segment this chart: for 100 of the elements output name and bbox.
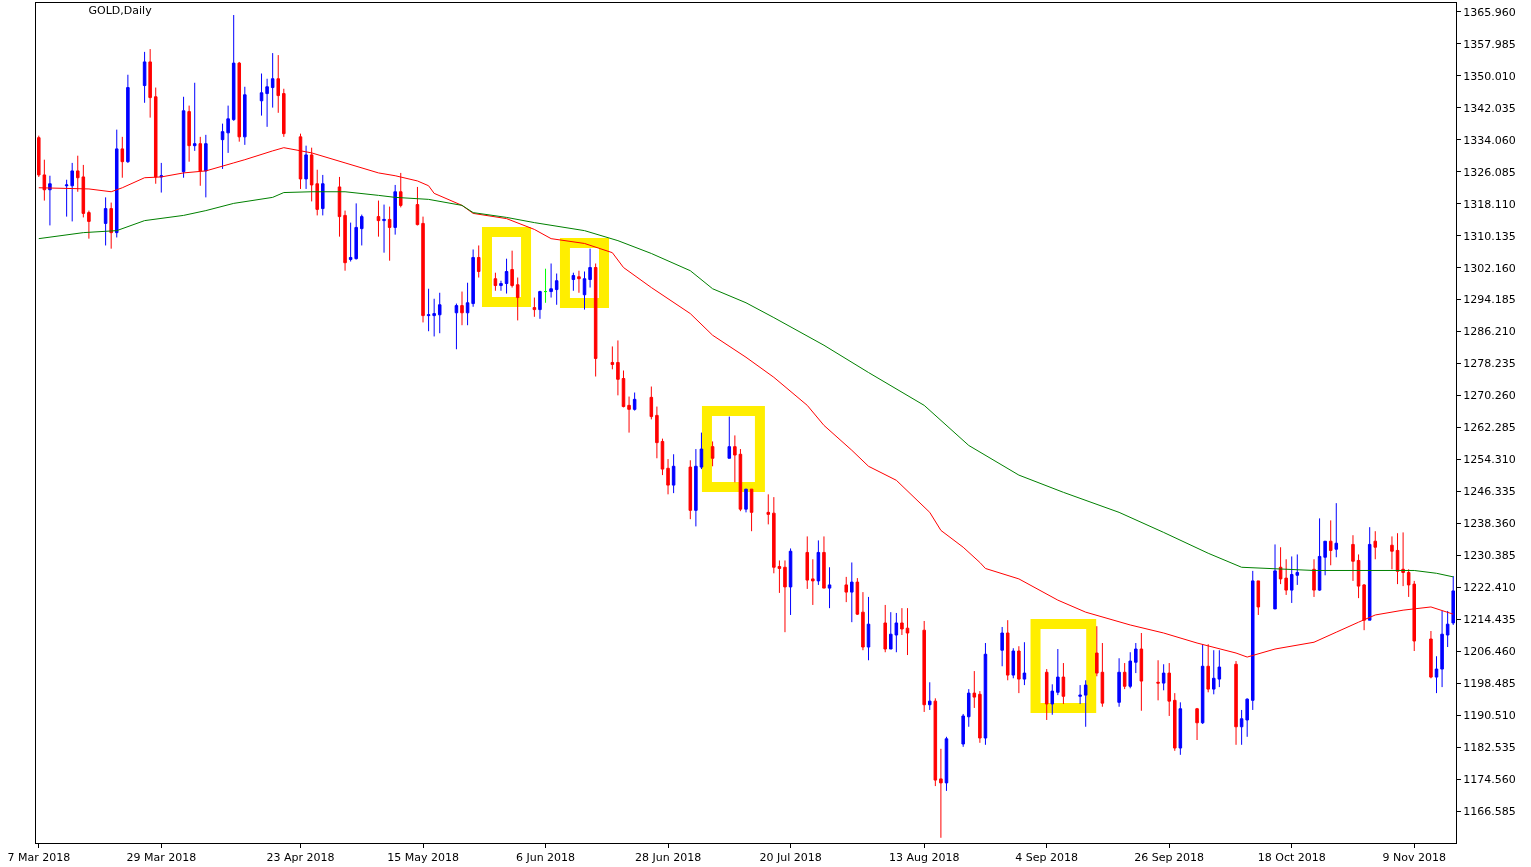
- candlestick: [515, 277, 520, 321]
- line-series: [38, 191, 1454, 578]
- candlestick: [632, 392, 637, 412]
- candlestick: [972, 670, 977, 709]
- candlestick: [928, 681, 932, 711]
- y-tick-label: 1182.535: [1463, 740, 1516, 754]
- candlestick: [827, 566, 832, 609]
- candlestick: [343, 210, 347, 272]
- y-tick-label: 1246.335: [1463, 485, 1516, 499]
- y-tick-label: 1262.285: [1463, 421, 1516, 435]
- candlestick: [393, 184, 397, 236]
- candlestick: [588, 248, 592, 289]
- x-tick-label: 29 Mar 2018: [126, 851, 197, 865]
- candlestick: [159, 162, 164, 194]
- candlestick: [1451, 575, 1455, 626]
- candlestick: [1078, 684, 1082, 705]
- candlestick: [593, 263, 598, 378]
- candlestick: [1273, 543, 1277, 610]
- candlestick: [220, 123, 225, 170]
- y-tick-label: 1302.160: [1463, 261, 1516, 275]
- candlestick: [1061, 662, 1066, 705]
- candlestick: [87, 210, 91, 240]
- x-tick-label: 15 May 2018: [387, 851, 459, 865]
- candlestick: [532, 297, 537, 318]
- candlestick: [265, 78, 269, 128]
- candlestick: [1056, 648, 1060, 696]
- candlestick: [571, 272, 576, 292]
- candlestick: [1256, 580, 1261, 616]
- candlestick: [1362, 583, 1366, 631]
- candlestick: [1395, 532, 1400, 585]
- candlestick: [270, 52, 275, 109]
- candlestick: [543, 268, 548, 304]
- x-tick-label: 28 Jun 2018: [634, 851, 702, 865]
- y-tick-label: 1214.435: [1463, 613, 1516, 627]
- x-tick-label: 23 Apr 2018: [266, 851, 335, 865]
- candlestick: [259, 73, 264, 117]
- candlestick: [204, 134, 208, 198]
- candlestick: [538, 290, 542, 320]
- x-tick-label: 20 Jul 2018: [759, 851, 822, 865]
- y-tick-label: 1310.135: [1463, 229, 1516, 243]
- chart-title: GOLD,Daily: [88, 3, 153, 17]
- candlestick: [966, 688, 971, 728]
- candlestick: [504, 258, 509, 295]
- candlestick: [237, 61, 242, 143]
- candlestick: [460, 291, 464, 326]
- candlestick: [939, 748, 943, 839]
- candlestick: [282, 88, 286, 138]
- candlestick: [766, 493, 771, 525]
- candlestick: [866, 596, 871, 661]
- candlestick: [437, 292, 442, 334]
- candlestick: [582, 271, 587, 311]
- candlestick: [142, 51, 147, 104]
- candlestick: [1122, 662, 1127, 690]
- candlestick: [1005, 619, 1010, 681]
- candlestick: [811, 558, 815, 606]
- candlestick: [861, 591, 865, 651]
- candlestick: [922, 620, 926, 713]
- candlestick: [382, 204, 386, 254]
- y-tick-label: 1318.110: [1463, 197, 1516, 211]
- candlestick: [822, 535, 826, 589]
- candlestick: [1351, 534, 1355, 582]
- candlestick: [499, 280, 503, 292]
- y-tick-label: 1342.035: [1463, 101, 1516, 115]
- y-tick-label: 1286.210: [1463, 325, 1516, 339]
- candlestick: [1200, 643, 1205, 725]
- candlestick: [398, 172, 403, 208]
- candlestick: [360, 214, 364, 246]
- y-tick-label: 1357.985: [1463, 37, 1516, 51]
- candlestick: [476, 244, 481, 279]
- candlestick: [1178, 701, 1183, 756]
- candlestick: [1234, 660, 1238, 746]
- candlestick: [1312, 558, 1316, 598]
- candlestick: [1356, 553, 1361, 599]
- candlestick: [1050, 683, 1055, 716]
- candlestick: [1373, 530, 1378, 560]
- candlestick: [850, 561, 854, 623]
- y-tick-label: 1326.085: [1463, 165, 1516, 179]
- candlestick: [1083, 679, 1088, 728]
- candlestick: [109, 202, 113, 250]
- candlestick: [1440, 610, 1444, 688]
- y-tick-label: 1190.510: [1463, 708, 1516, 722]
- x-tick-label: 6 Jun 2018: [515, 851, 576, 865]
- candlestick: [48, 175, 52, 226]
- candlestick: [883, 604, 887, 653]
- candlestick: [816, 539, 821, 586]
- candlestick: [788, 547, 793, 616]
- candlestick: [510, 250, 514, 289]
- y-tick-label: 1206.460: [1463, 645, 1516, 659]
- candlestick: [454, 303, 459, 350]
- candlestick: [727, 416, 732, 459]
- y-tick-label: 1198.485: [1463, 677, 1516, 691]
- y-tick-label: 1166.585: [1463, 804, 1516, 818]
- candlestick: [1367, 526, 1372, 621]
- candlestick: [688, 459, 693, 520]
- candlestick: [120, 136, 125, 179]
- x-tick-label: 13 Aug 2018: [888, 851, 960, 865]
- candlestick: [733, 434, 737, 483]
- candlestick: [226, 105, 230, 154]
- candlestick: [1317, 517, 1322, 592]
- y-tick-label: 1278.235: [1463, 357, 1516, 371]
